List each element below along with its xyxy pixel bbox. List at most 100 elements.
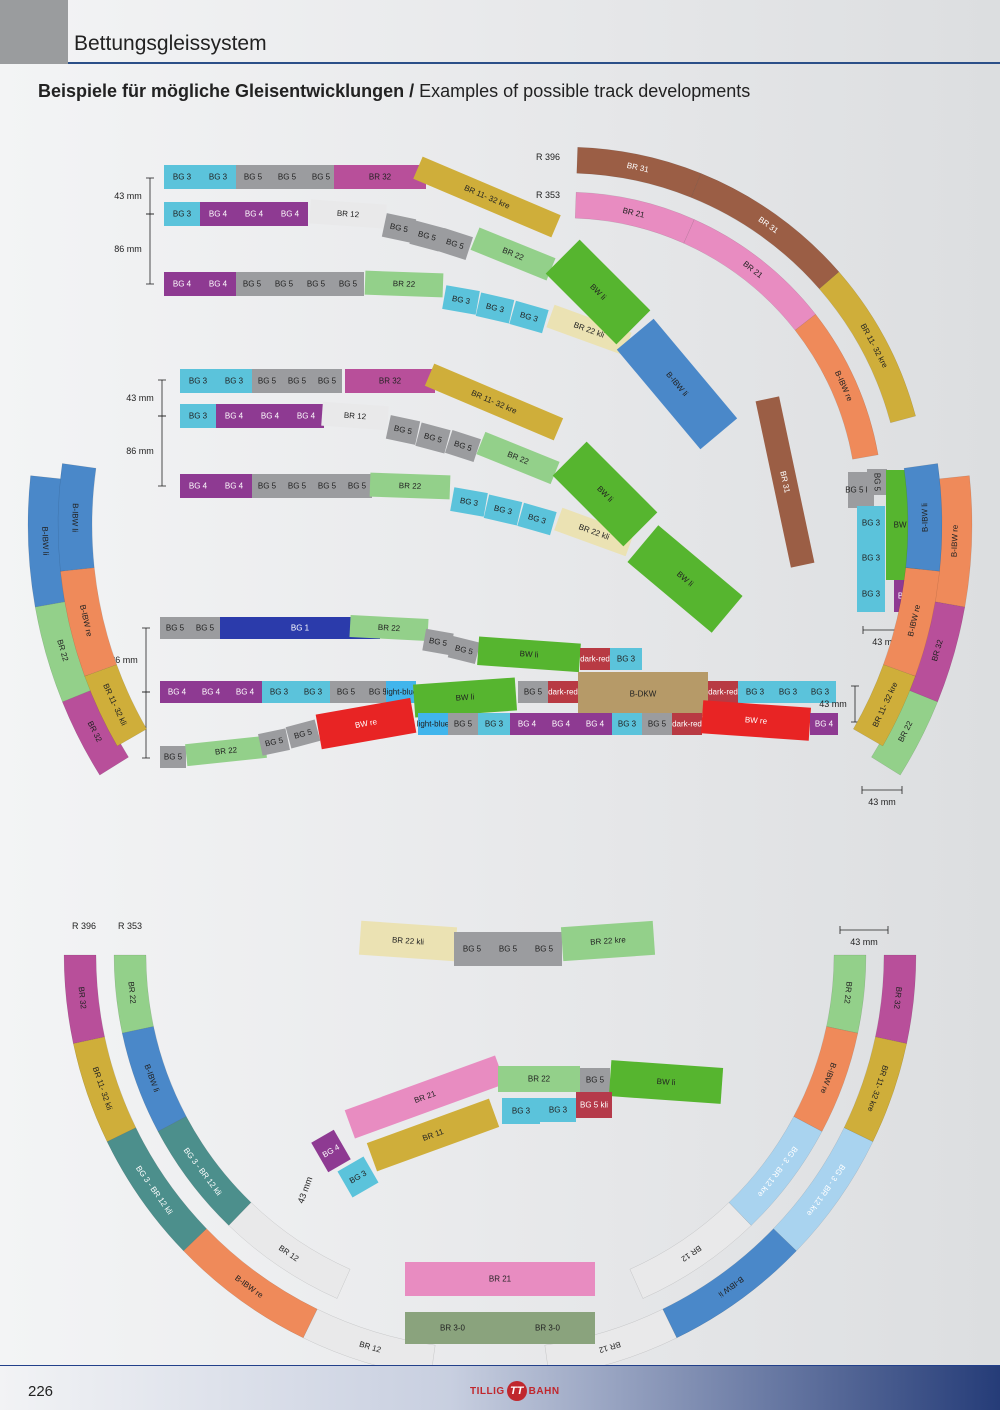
track-light-blue: light-blue [385, 681, 418, 703]
track-piece-br-31 [576, 146, 702, 198]
track-label-bg-5: BG 5 [393, 424, 413, 437]
track-piece-br-21 [344, 1055, 506, 1139]
track-bg-5: BG 5 [342, 474, 372, 498]
track-label-bg-3: BG 3 [209, 173, 228, 182]
track-bg-3: BG 3 [164, 202, 200, 226]
track-piece-bg-3 [857, 576, 885, 612]
track-bg-3: BG 3 [540, 1098, 576, 1122]
tillig-bahn-logo: TILLIG TT BAHN [470, 1378, 560, 1404]
track-piece-br-11-32-kre [413, 156, 561, 238]
track-piece-bg-3 [478, 713, 510, 735]
track-br-11-32-kre: BR 11- 32 kre [852, 664, 916, 747]
track-label-br-22: BR 22 [399, 481, 422, 491]
track-label-bg-3: BG 3 [493, 504, 513, 517]
track-piece-bg-5 [252, 474, 282, 498]
track-bg-5: BG 5 [312, 369, 342, 393]
dimension-label: 86 mm [126, 446, 154, 456]
track-br-12: BR 12 [321, 401, 389, 431]
track-bg-5: BG 5 [304, 165, 338, 189]
track-label-bw-li: BW li [519, 649, 538, 659]
track-label-light-blue: light-blue [385, 688, 418, 697]
track-label-bg-4: BG 4 [209, 210, 228, 219]
track-piece-br-22-kli [554, 507, 634, 557]
track-piece-br-11-32-kre [424, 363, 564, 441]
track-bg-4: BG 4 [200, 272, 236, 296]
track-piece-bg-4 [272, 202, 308, 226]
subtitle-german: Beispiele für mögliche Gleisentwicklunge… [38, 81, 405, 101]
track-label-dark-red: dark-red [708, 688, 738, 697]
radius-label: R 353 [118, 921, 142, 931]
track-piece-bw-li [412, 677, 518, 718]
track-piece-bg-5 [268, 272, 300, 296]
track-label-bg-4: BG 4 [168, 688, 187, 697]
footer-bar [0, 1366, 1000, 1410]
track-label-bg-4: BG 4 [202, 688, 221, 697]
track-piece-bg-3 [857, 506, 885, 540]
track-label-bw-li: BW li [656, 1077, 675, 1087]
track-piece-br-32 [345, 369, 435, 393]
track-label-bg-4: BG 4 [225, 482, 244, 491]
track-piece-bg-3 [738, 681, 772, 703]
track-piece-br-11-32-kre [818, 271, 916, 424]
radius-label: R 396 [536, 152, 560, 162]
track-label-bg-5: BG 5 [264, 736, 284, 749]
track-piece-bg-4 [236, 202, 272, 226]
track-label-bg-4: BG 4 [552, 720, 571, 729]
track-br-3-0: BR 3-0 [500, 1312, 595, 1344]
track-piece-bg-5 [437, 227, 473, 261]
track-label-bg-3: BG 3 [811, 688, 830, 697]
track-label-bg-5: BG 5 [463, 945, 482, 954]
track-br-22: BR 22 [113, 954, 154, 1034]
track-piece-bg-3 [610, 648, 642, 670]
track-bg-5: BG 5 [160, 617, 190, 639]
track-piece-bg-5 [160, 746, 186, 768]
track-piece-bw-li [477, 636, 581, 673]
track-bg-5: BG 5 [268, 272, 300, 296]
track-label-bg-5: BG 5 [339, 280, 358, 289]
dimension-label: 43 mm [850, 937, 878, 947]
track-bg-4: BG 4 [180, 474, 216, 498]
track-piece-b-ibw-li [662, 1228, 797, 1339]
track-bg-3: BG 3 [857, 576, 885, 612]
track-piece-bg-5 [258, 728, 290, 756]
track-piece-bg-3 [540, 1098, 576, 1122]
track-br-32: BR 32 [875, 954, 917, 1044]
dimension-label: 43 mm [114, 191, 142, 201]
track-piece-bg-3 [164, 202, 200, 226]
track-piece-br-22 [498, 1066, 580, 1092]
track-piece-b-ibw-re [794, 313, 879, 460]
track-bg-4: BG 4 [216, 404, 252, 428]
track-label-light-blue: light-blue [417, 720, 450, 729]
track-piece-bg-5 [312, 474, 342, 498]
track-bg-3: BG 3 [164, 165, 200, 189]
track-bg-5: BG 5 [437, 227, 473, 261]
track-piece-br-31 [690, 173, 840, 290]
radius-label: R 353 [536, 190, 560, 200]
track-label-bg-5: BG 5 [166, 624, 185, 633]
track-piece-br-12 [321, 401, 389, 431]
track-br-32: BR 32 [334, 165, 426, 189]
track-bg-5: BG 5 [448, 713, 478, 735]
track-bg-5: BG 5 [258, 728, 290, 756]
dimension-label: 86 mm [114, 244, 142, 254]
track-piece-br-3-0 [405, 1312, 500, 1344]
track-br-22-kre: BR 22 kre [560, 920, 656, 962]
track-label-bg-3: BG 3 [189, 412, 208, 421]
track-piece-bg-5 [342, 474, 372, 498]
track-label-bg-5: BG 5 [278, 173, 297, 182]
track-b-dkw: B-DKW [578, 672, 708, 716]
track-label-bg-4: BG 4 [245, 210, 264, 219]
track-label-bg-5: BG 5 [454, 720, 473, 729]
track-piece-bg-4 [194, 681, 228, 703]
track-piece-dark-red [708, 681, 738, 703]
track-b-ibw-li: B-IBW li [121, 1026, 187, 1132]
track-bg-4: BG 4 [810, 713, 838, 735]
track-piece-b-ibw-re [883, 567, 940, 677]
track-bg-5: BG 5 [236, 165, 270, 189]
track-bg-5: BG 5 [867, 469, 887, 495]
track-label-bg-3: BG 3 [779, 688, 798, 697]
track-bg-3: BG 3 [450, 487, 488, 517]
track-label-bg-5: BG 5 [499, 945, 518, 954]
track-piece-bg-5 [448, 713, 478, 735]
track-label-bw-li: BW li [894, 521, 913, 530]
